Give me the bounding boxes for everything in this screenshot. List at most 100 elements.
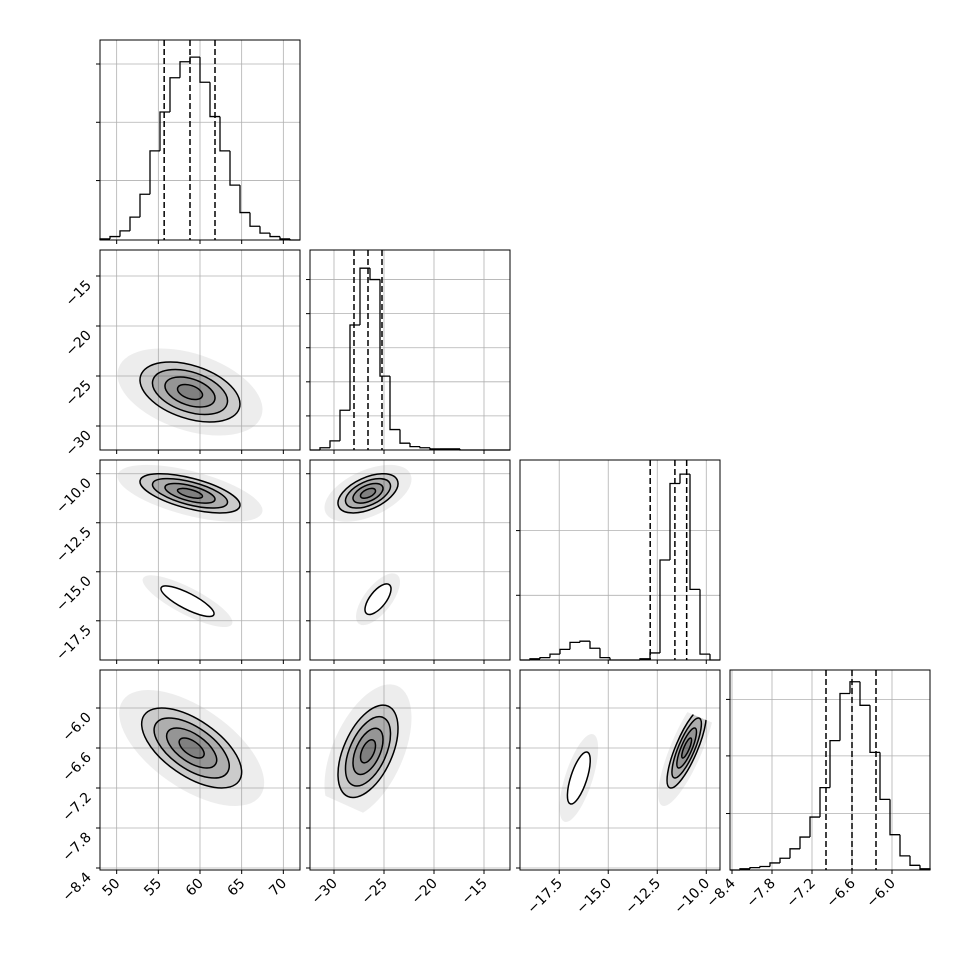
histogram-step (779, 857, 790, 863)
x-tick-label: −25 (359, 876, 391, 908)
x-tick-label: −15 (459, 876, 491, 908)
histogram-step (209, 82, 220, 118)
histogram-step (249, 212, 260, 227)
histogram-step (829, 739, 840, 788)
histogram-step (539, 656, 550, 659)
histogram-step (789, 848, 800, 859)
histogram-step (689, 474, 700, 591)
histogram-step (679, 473, 690, 484)
x-tick-label: 60 (183, 876, 207, 900)
histogram-step (649, 652, 660, 659)
y-tick-label: −15.0 (53, 573, 95, 615)
histogram-step (119, 230, 130, 237)
contour (352, 727, 384, 776)
contour (151, 477, 229, 509)
y-tick-label: −10.0 (53, 475, 95, 517)
histogram-step (139, 193, 150, 218)
histogram-step (849, 681, 860, 694)
contour (364, 583, 392, 616)
histogram-step (239, 185, 250, 214)
histogram-step (549, 653, 560, 658)
contour (140, 707, 243, 789)
histogram-step (389, 376, 400, 431)
contour (359, 739, 377, 764)
histogram-step (219, 116, 230, 152)
x-tick-label: −20 (409, 876, 441, 908)
histogram-step (889, 799, 900, 836)
contour (176, 487, 204, 499)
y-tick-label: −20 (63, 328, 95, 360)
contour (352, 482, 384, 504)
contour (566, 751, 591, 805)
histogram-step (109, 235, 120, 239)
histogram-step (569, 641, 580, 650)
histogram-step (409, 443, 420, 448)
histogram-step (759, 865, 770, 868)
histogram-step (169, 77, 180, 112)
histogram-step (429, 447, 440, 450)
contour (337, 704, 399, 799)
y-tick-label: −30 (63, 428, 95, 460)
x-tick-label: −15.0 (573, 876, 615, 918)
histogram-step (229, 150, 240, 186)
contour (671, 717, 703, 779)
y-tick-label: −25 (63, 378, 95, 410)
histogram-step (879, 752, 890, 801)
scatter-cloud (117, 464, 263, 522)
x-tick-label: −6.6 (823, 875, 858, 910)
histogram-step (579, 640, 590, 643)
histogram-step (909, 855, 920, 866)
histogram-step (349, 324, 360, 411)
panel-frame (729, 669, 931, 871)
y-tick-label: −7.2 (59, 790, 94, 825)
contour (337, 472, 399, 514)
histogram-step (699, 589, 710, 655)
contour (164, 482, 216, 504)
contour (165, 727, 218, 769)
contour (178, 737, 205, 759)
x-tick-label: 55 (141, 876, 165, 900)
histogram-step (359, 267, 370, 325)
contour (681, 737, 693, 759)
histogram-step (669, 482, 680, 560)
y-tick-label: −6.0 (59, 710, 94, 745)
histogram-step (179, 61, 190, 78)
histogram-step (809, 816, 820, 838)
panel-frame (519, 459, 721, 661)
y-tick-label: −6.6 (59, 749, 94, 784)
x-tick-label: −8.4 (703, 875, 738, 910)
contour (153, 717, 230, 779)
panel-frame (519, 669, 721, 871)
x-tick-label: 70 (266, 876, 290, 900)
contour (151, 368, 229, 416)
histogram-step (799, 836, 810, 849)
scatter-cloud (117, 348, 263, 436)
contour (160, 585, 215, 618)
histogram-step (819, 786, 830, 818)
histogram-step (279, 236, 290, 240)
x-tick-label: −17.5 (524, 876, 566, 918)
histogram-step (199, 57, 210, 83)
scatter-cloud (119, 689, 265, 806)
histogram-step (749, 866, 760, 869)
x-tick-label: −7.8 (743, 876, 778, 911)
y-tick-label: −12.5 (53, 524, 95, 566)
contour (344, 715, 392, 787)
x-tick-label: 50 (100, 876, 124, 900)
contour (176, 383, 204, 401)
y-tick-label: −17.5 (53, 622, 95, 664)
histogram-step (369, 268, 380, 281)
panel-frame (309, 249, 511, 451)
x-tick-label: −12.5 (622, 876, 664, 918)
x-tick-label: 65 (225, 876, 249, 900)
contour (164, 376, 216, 408)
panel-frame (99, 39, 301, 241)
x-tick-label: −7.2 (783, 876, 818, 911)
scatter-cloud (324, 684, 412, 819)
x-tick-label: −30 (309, 876, 341, 908)
histogram-step (559, 648, 570, 655)
y-tick-label: −15 (63, 278, 95, 310)
panel-frame (99, 669, 301, 871)
histogram-step (839, 692, 850, 741)
